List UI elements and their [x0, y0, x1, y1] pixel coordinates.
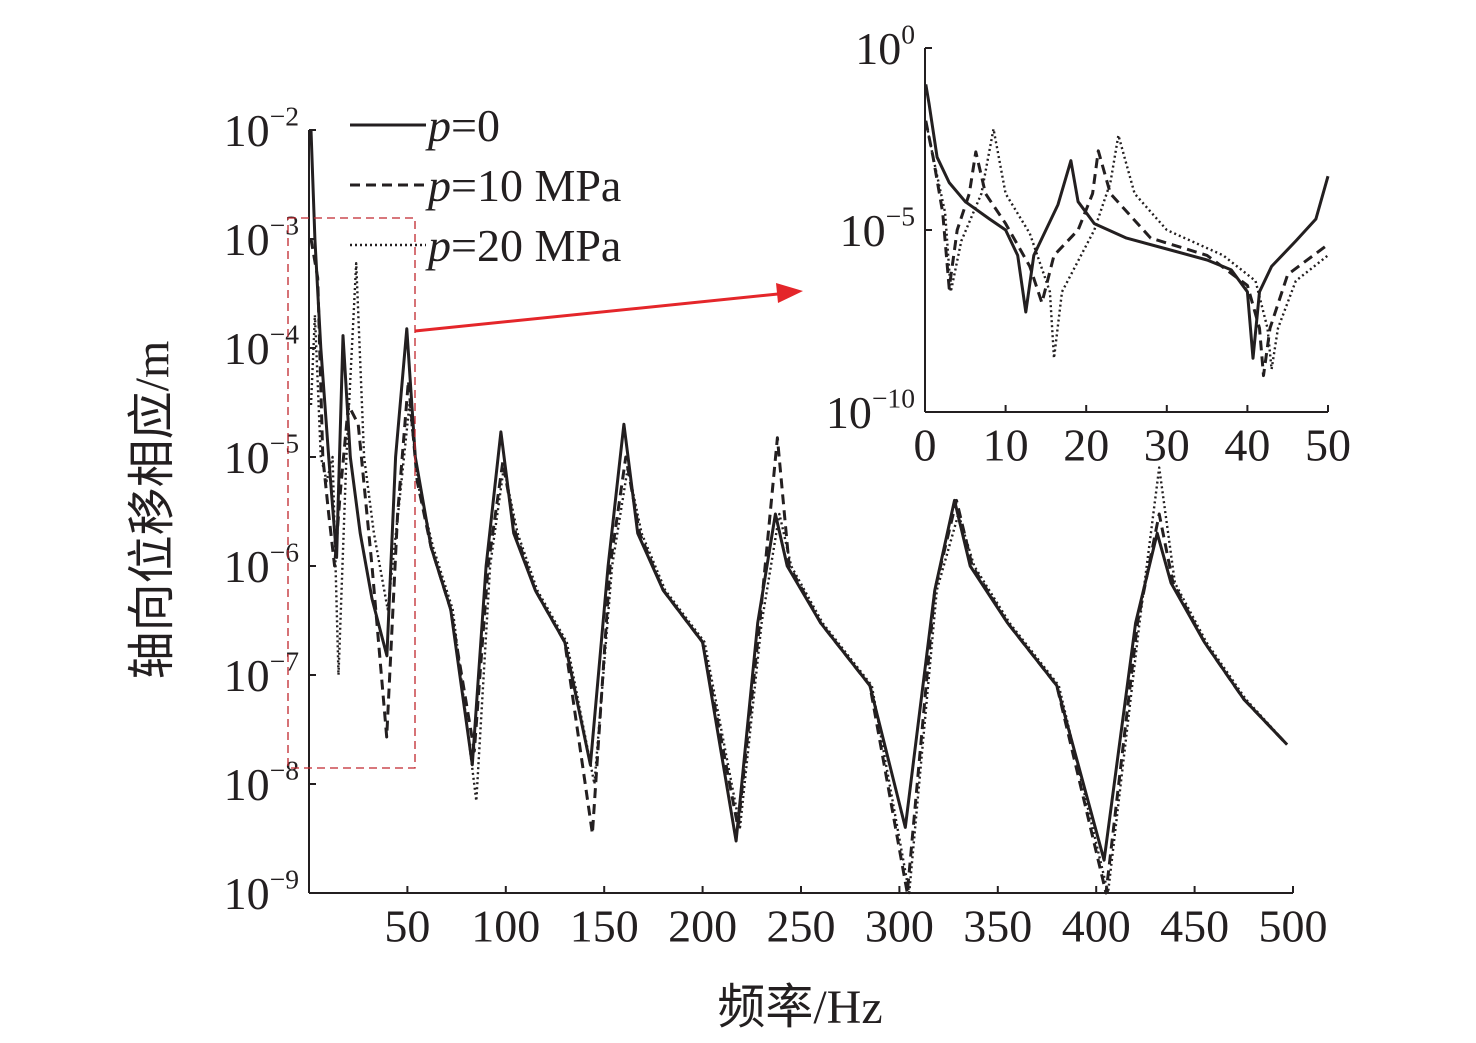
x-tick-label: 100: [471, 900, 540, 951]
legend-label: p=10 MPa: [425, 160, 621, 211]
series-line-solid: [924, 84, 1330, 360]
y-tick-label: 10−5: [224, 427, 299, 483]
y-tick-label: 10−9: [224, 863, 299, 919]
x-tick-label: 400: [1062, 900, 1131, 951]
x-tick-label: 20: [1063, 419, 1109, 470]
y-tick-label: 10−4: [224, 318, 300, 374]
series-line-dashed: [309, 238, 1289, 895]
x-tick-label: 40: [1224, 419, 1270, 470]
series-group: [924, 84, 1330, 378]
x-tick-label: 50: [1305, 419, 1351, 470]
y-tick-label: 10−8: [224, 754, 299, 810]
zoom-region-box: [287, 217, 416, 769]
x-tick-label: 0: [914, 419, 937, 470]
x-tick-label: 30: [1144, 419, 1190, 470]
y-tick-label: 10−3: [224, 209, 299, 265]
y-tick-label: 10−6: [224, 536, 299, 592]
y-axis-label: 轴向位移相应/m: [126, 341, 179, 680]
x-tick-label: 10: [983, 419, 1029, 470]
y-tick-label: 10−2: [224, 100, 299, 156]
legend-label: p=20 MPa: [425, 220, 621, 271]
main-plot: 50 100 150 200 250 300 350 400 450 50010−910−810−…: [224, 100, 1328, 951]
x-tick-label: 300: [865, 900, 934, 951]
y-tick-label: 100: [855, 18, 915, 74]
x-tick-label: 250: [767, 900, 836, 951]
y-tick-label: 10−7: [224, 645, 299, 701]
legend: p=0 p=10 MPa p=20 MPa: [350, 100, 621, 271]
series-line-dotted: [309, 262, 1288, 895]
x-tick-label: 50: [384, 900, 430, 951]
x-tick-label: 350: [963, 900, 1032, 951]
x-tick-label: 500: [1259, 900, 1328, 951]
series-group: [309, 129, 1289, 895]
x-tick-label: 450: [1160, 900, 1229, 951]
y-tick-label: 10−10: [826, 382, 915, 438]
x-tick-label: 200: [668, 900, 737, 951]
zoom-arrow: [414, 283, 803, 333]
series-line-dashed: [924, 120, 1329, 378]
y-tick-label: 10−5: [840, 200, 915, 256]
inset-plot: 0 10 20 30 40 50 10−10 10−5 100: [826, 18, 1351, 470]
x-axis-label: 频率/Hz: [717, 981, 882, 1034]
series-line-dotted: [924, 120, 1329, 371]
legend-label: p=0: [425, 100, 500, 151]
x-tick-label: 150: [570, 900, 639, 951]
